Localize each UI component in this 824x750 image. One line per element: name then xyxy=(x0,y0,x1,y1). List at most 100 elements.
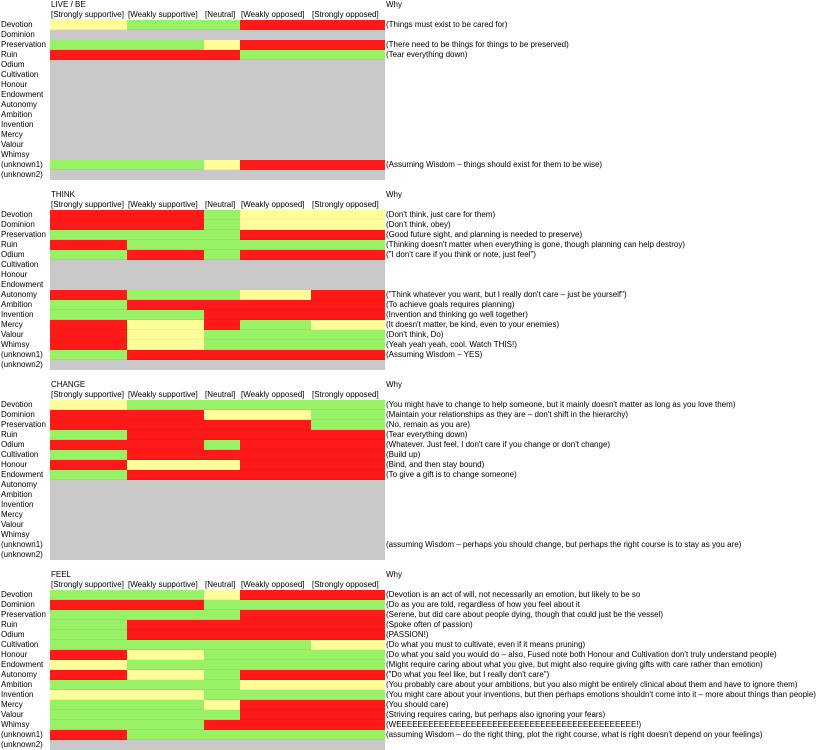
cell xyxy=(204,480,240,490)
cell xyxy=(127,80,204,90)
cell xyxy=(50,30,127,40)
cell xyxy=(311,30,385,40)
cell xyxy=(127,730,204,740)
cell xyxy=(50,130,127,140)
cell xyxy=(50,440,127,450)
cell xyxy=(204,290,240,300)
cell xyxy=(127,120,204,130)
cell xyxy=(311,50,385,60)
cell xyxy=(50,140,127,150)
cell xyxy=(127,640,204,650)
cell xyxy=(127,70,204,80)
cell xyxy=(127,690,204,700)
cell xyxy=(240,230,311,240)
why-text: (Good future sight, and planning is need… xyxy=(386,230,583,239)
cell xyxy=(311,610,385,620)
cell xyxy=(204,510,240,520)
cell xyxy=(50,150,127,160)
cell xyxy=(311,420,385,430)
why-text: (There need to be things for things to b… xyxy=(386,40,569,49)
cell xyxy=(311,530,385,540)
column-header: [Neutral] xyxy=(205,390,236,399)
why-text: (Striving requires caring, but perhaps a… xyxy=(386,710,606,719)
cell xyxy=(240,700,311,710)
cell xyxy=(240,90,311,100)
cell xyxy=(127,480,204,490)
cell xyxy=(204,210,240,220)
cell xyxy=(240,310,311,320)
row-label: Endowment xyxy=(1,280,44,289)
why-text: (Devotion is an act of will, not necessa… xyxy=(386,590,641,599)
cell xyxy=(240,670,311,680)
cell xyxy=(50,540,127,550)
cell xyxy=(50,90,127,100)
cell xyxy=(311,170,385,180)
why-text: (Assuming Wisdom – things should exist f… xyxy=(386,160,603,169)
why-text: (Don't think, just care for them) xyxy=(386,210,496,219)
cell xyxy=(204,710,240,720)
row-label: Whimsy xyxy=(1,530,30,539)
why-text: (You might care about your inventions, b… xyxy=(386,690,816,699)
cell xyxy=(311,90,385,100)
cell xyxy=(127,90,204,100)
column-header: [Weakly supportive] xyxy=(128,10,198,19)
row-label: Autonomy xyxy=(1,290,38,299)
row-label: (unknown2) xyxy=(1,360,43,369)
cell xyxy=(311,590,385,600)
row-label: Whimsy xyxy=(1,150,30,159)
cell xyxy=(50,690,127,700)
cell xyxy=(204,270,240,280)
why-text: (You might have to change to help someon… xyxy=(386,400,736,409)
row-label: Devotion xyxy=(1,210,33,219)
cell xyxy=(127,540,204,550)
cell xyxy=(127,410,204,420)
cell xyxy=(50,450,127,460)
cell xyxy=(311,340,385,350)
cell xyxy=(204,20,240,30)
cell xyxy=(240,680,311,690)
why-text: (Do what you said you would do – also, F… xyxy=(386,650,777,659)
cell xyxy=(204,660,240,670)
cell xyxy=(311,80,385,90)
cell xyxy=(204,340,240,350)
cell xyxy=(204,590,240,600)
cell xyxy=(50,460,127,470)
cell xyxy=(127,290,204,300)
cell xyxy=(311,230,385,240)
cell xyxy=(50,330,127,340)
cell xyxy=(50,640,127,650)
cell xyxy=(240,710,311,720)
cell xyxy=(50,470,127,480)
cell xyxy=(240,60,311,70)
row-label: Mercy xyxy=(1,130,23,139)
cell xyxy=(50,110,127,120)
column-header: [Strongly opposed] xyxy=(312,580,379,589)
cell xyxy=(127,220,204,230)
cell xyxy=(50,120,127,130)
row-label: Dominion xyxy=(1,220,35,229)
why-header: Why xyxy=(386,190,402,199)
cell xyxy=(311,730,385,740)
cell xyxy=(240,260,311,270)
cell xyxy=(50,360,127,370)
cell xyxy=(127,600,204,610)
cell xyxy=(127,280,204,290)
cell xyxy=(204,420,240,430)
cell xyxy=(50,670,127,680)
cell xyxy=(311,540,385,550)
cell xyxy=(204,600,240,610)
cell xyxy=(311,490,385,500)
cell xyxy=(127,530,204,540)
cell xyxy=(204,70,240,80)
why-text: ("I don't care if you think or note, jus… xyxy=(386,250,536,259)
cell xyxy=(127,210,204,220)
row-label: Honour xyxy=(1,460,28,469)
cell xyxy=(50,430,127,440)
row-label: Invention xyxy=(1,500,34,509)
cell xyxy=(311,700,385,710)
cell xyxy=(240,100,311,110)
cell xyxy=(311,500,385,510)
column-header: [Weakly opposed] xyxy=(241,580,305,589)
cell xyxy=(127,630,204,640)
cell xyxy=(311,710,385,720)
